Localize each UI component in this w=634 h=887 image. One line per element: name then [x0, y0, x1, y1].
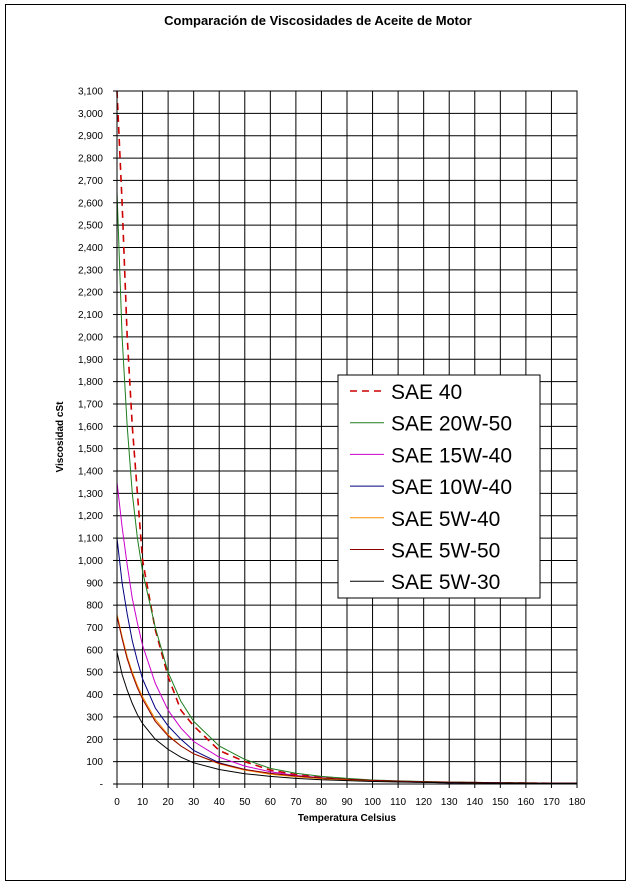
- y-tick-label: 900: [86, 578, 103, 589]
- y-tick-label: 200: [86, 735, 103, 746]
- x-tick-label: 170: [543, 797, 560, 808]
- x-axis-title: Temperatura Celsius: [298, 813, 397, 824]
- y-tick-label: 300: [86, 712, 103, 723]
- axes: [113, 90, 578, 788]
- plot-area-border: [116, 90, 578, 785]
- legend-label: SAE 5W-40: [391, 508, 500, 531]
- legend-label: SAE 5W-30: [391, 571, 500, 594]
- y-tick-label: 1,400: [78, 467, 103, 478]
- x-tick-label: 90: [341, 797, 353, 808]
- chart-title: Comparación de Viscosidades de Aceite de…: [164, 13, 472, 28]
- y-tick-label: 1,800: [78, 377, 103, 388]
- y-tick-label: 1,500: [78, 444, 103, 455]
- series-line: [116, 651, 577, 784]
- legend-label: SAE 20W-50: [391, 413, 512, 436]
- x-tick-label: 20: [163, 797, 175, 808]
- legend-label: SAE 10W-40: [391, 476, 512, 499]
- y-tick-label: 1,300: [78, 489, 103, 500]
- legend-label: SAE 40: [391, 381, 462, 404]
- legend: SAE 40 SAE 20W-50 SAE 15W-40 SAE 10W-40 SAE …: [337, 374, 541, 599]
- x-tick-label: 80: [316, 797, 328, 808]
- y-tick-label: 1,700: [78, 399, 103, 410]
- x-tick-label: 180: [569, 797, 586, 808]
- y-axis-title: Viscosidad cSt: [55, 401, 66, 473]
- x-tick-label: 60: [265, 797, 277, 808]
- x-tick-label: 150: [492, 797, 509, 808]
- y-tick-label: 3,100: [78, 87, 103, 98]
- y-tick-label: 500: [86, 668, 103, 679]
- y-tick-label: -: [100, 780, 103, 791]
- y-tick-label: 2,100: [78, 310, 103, 321]
- y-tick-label: 700: [86, 623, 103, 634]
- y-tick-label: 2,000: [78, 332, 103, 343]
- x-tick-label: 0: [114, 797, 120, 808]
- y-tick-label: 3,000: [78, 109, 103, 120]
- x-tick-label: 70: [290, 797, 302, 808]
- y-tick-label: 1,200: [78, 511, 103, 522]
- y-tick-label: 2,600: [78, 198, 103, 209]
- y-tick-label: 800: [86, 601, 103, 612]
- y-tick-label: 2,200: [78, 288, 103, 299]
- y-tick-label: 2,900: [78, 131, 103, 142]
- y-tick-labels: - 100 200 300 400 500 600 700 800 900 1,000 1,100 1,…: [78, 87, 103, 791]
- y-tick-label: 100: [86, 757, 103, 768]
- x-tick-labels: 0 10 20 30 40 50 60 70 80 90 100 110 120 130 140 150 160…: [114, 797, 586, 808]
- y-tick-label: 2,700: [78, 176, 103, 187]
- x-tick-label: 110: [390, 797, 406, 808]
- legend-label: SAE 5W-50: [391, 540, 500, 563]
- y-tick-label: 1,600: [78, 422, 103, 433]
- y-tick-label: 600: [86, 645, 103, 656]
- y-tick-label: 1,100: [78, 534, 103, 545]
- legend-label: SAE 15W-40: [391, 444, 512, 467]
- x-tick-label: 130: [441, 797, 458, 808]
- x-tick-label: 120: [415, 797, 432, 808]
- x-tick-label: 50: [239, 797, 251, 808]
- x-tick-label: 160: [518, 797, 535, 808]
- x-tick-label: 100: [364, 797, 381, 808]
- x-tick-label: 30: [188, 797, 200, 808]
- y-tick-label: 400: [86, 690, 103, 701]
- x-tick-label: 40: [214, 797, 226, 808]
- y-tick-label: 2,800: [78, 154, 103, 165]
- y-tick-label: 2,400: [78, 243, 103, 254]
- x-tick-label: 140: [466, 797, 483, 808]
- y-tick-label: 2,500: [78, 221, 103, 232]
- y-tick-label: 2,300: [78, 265, 103, 276]
- y-tick-label: 1,000: [78, 556, 103, 567]
- y-tick-label: 1,900: [78, 355, 103, 366]
- series-group: [116, 90, 578, 785]
- x-tick-label: 10: [137, 797, 149, 808]
